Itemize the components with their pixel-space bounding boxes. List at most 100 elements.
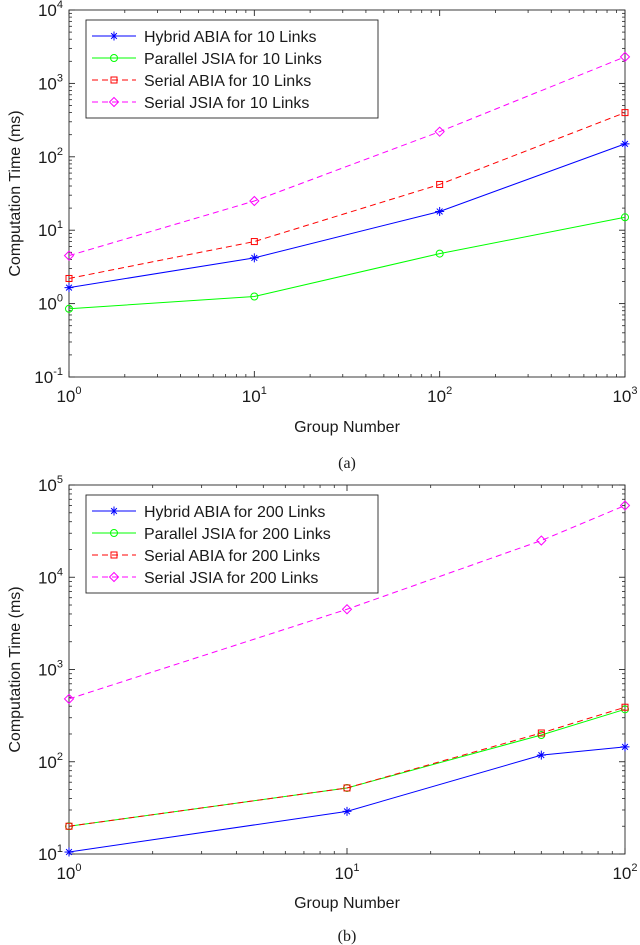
data-point xyxy=(342,806,352,816)
legend-marker xyxy=(108,96,120,108)
data-point xyxy=(250,238,258,246)
data-point xyxy=(436,180,444,188)
series-serial-abia-for-10-links xyxy=(65,109,629,282)
series-line xyxy=(68,112,626,279)
data-point xyxy=(64,283,74,293)
x-tick-label: 101 xyxy=(242,385,267,406)
data-point xyxy=(619,500,631,511)
y-tick-label: 100 xyxy=(38,293,63,314)
legend-label: Parallel JSIA for 200 Links xyxy=(144,526,331,543)
data-point-stroke xyxy=(538,751,545,759)
series-line xyxy=(68,505,626,700)
legend-marker xyxy=(110,54,118,62)
data-point xyxy=(65,304,73,313)
data-point xyxy=(619,51,631,63)
data-point xyxy=(65,822,73,830)
series-hybrid-abia-for-200-links xyxy=(64,742,630,857)
x-tick-label: 101 xyxy=(334,862,359,883)
legend-marker xyxy=(109,31,119,41)
legend-label: Serial ABIA for 10 Links xyxy=(144,73,311,90)
legend-marker-stroke xyxy=(110,507,118,515)
data-point xyxy=(64,847,74,857)
data-point-stroke xyxy=(65,848,73,856)
series-serial-jsia-for-10-links xyxy=(63,51,631,261)
data-point xyxy=(435,206,445,216)
data-point xyxy=(620,742,630,752)
legend-label: Serial JSIA for 200 Links xyxy=(144,570,318,587)
legend-marker xyxy=(110,529,118,537)
data-point-stroke xyxy=(343,808,351,815)
legend-label: Hybrid ABIA for 200 Links xyxy=(144,504,325,521)
legend-marker xyxy=(110,551,118,559)
data-point-stroke xyxy=(621,743,629,751)
data-point xyxy=(621,213,629,222)
series-serial-jsia-for-200-links xyxy=(63,500,631,705)
x-tick-label: 102 xyxy=(427,385,452,406)
data-point xyxy=(249,195,260,207)
data-point xyxy=(249,253,259,263)
y-tick-label: 103 xyxy=(38,659,63,680)
minor-ticks xyxy=(69,10,625,377)
legend-label: Parallel JSIA for 10 Links xyxy=(144,51,322,68)
y-tick-label: 104 xyxy=(38,566,63,587)
data-point xyxy=(536,535,547,546)
legend-label: Serial ABIA for 200 Links xyxy=(144,548,320,565)
y-tick-label: 10-1 xyxy=(34,366,63,387)
x-tick-label: 100 xyxy=(56,862,81,883)
series-line xyxy=(68,56,626,257)
series-line xyxy=(68,746,626,853)
axes-frame xyxy=(68,484,626,855)
data-point xyxy=(435,249,444,258)
y-axis-label: Computation Time (ms) xyxy=(7,586,24,752)
y-tick-label: 101 xyxy=(38,843,63,864)
data-point-stroke xyxy=(621,140,629,148)
legend: Hybrid ABIA for 200 Links Parallel JSIA f… xyxy=(85,494,379,594)
data-point-stroke xyxy=(251,254,258,262)
data-point xyxy=(434,126,445,137)
figure-caption: (b) xyxy=(338,928,357,945)
legend-marker-stroke xyxy=(110,32,118,40)
data-point-stroke xyxy=(436,208,443,215)
y-tick-label: 104 xyxy=(38,0,63,20)
y-tick-label: 102 xyxy=(38,146,63,167)
data-point xyxy=(537,729,545,737)
minor-ticks xyxy=(69,485,625,854)
data-point-stroke xyxy=(65,284,73,291)
data-point xyxy=(621,703,629,711)
data-point xyxy=(620,139,630,149)
legend: Hybrid ABIA for 10 Links Parallel JSIA fo… xyxy=(85,19,379,119)
x-tick-label: 103 xyxy=(612,385,637,406)
series-parallel-jsia-for-10-links xyxy=(65,213,629,313)
y-tick-label: 102 xyxy=(38,751,63,772)
axes-frame xyxy=(68,9,626,378)
data-point xyxy=(621,109,629,117)
legend-marker xyxy=(110,76,118,84)
data-point xyxy=(250,292,259,301)
data-point xyxy=(343,784,351,792)
legend-marker xyxy=(109,506,119,516)
series-line xyxy=(68,706,626,827)
legend-label: Hybrid ABIA for 10 Links xyxy=(144,29,317,46)
legend-label: Serial JSIA for 10 Links xyxy=(144,95,309,112)
y-tick-label: 105 xyxy=(38,474,63,495)
y-tick-label: 103 xyxy=(38,72,63,93)
data-point xyxy=(63,250,75,261)
y-axis-label: Computation Time (ms) xyxy=(7,110,24,276)
figure-caption: (a) xyxy=(338,455,356,472)
data-point xyxy=(65,274,73,282)
series-hybrid-abia-for-10-links xyxy=(64,139,630,293)
y-tick-label: 101 xyxy=(38,219,63,240)
series-line xyxy=(68,143,626,289)
data-point xyxy=(536,750,546,760)
data-point xyxy=(63,693,75,705)
x-tick-label: 100 xyxy=(56,385,81,406)
x-axis-label: Group Number xyxy=(294,895,400,912)
series-line xyxy=(68,216,626,310)
legend-marker xyxy=(108,571,120,583)
x-tick-label: 102 xyxy=(612,862,637,883)
series-serial-abia-for-200-links xyxy=(65,703,629,830)
data-point xyxy=(341,604,353,615)
